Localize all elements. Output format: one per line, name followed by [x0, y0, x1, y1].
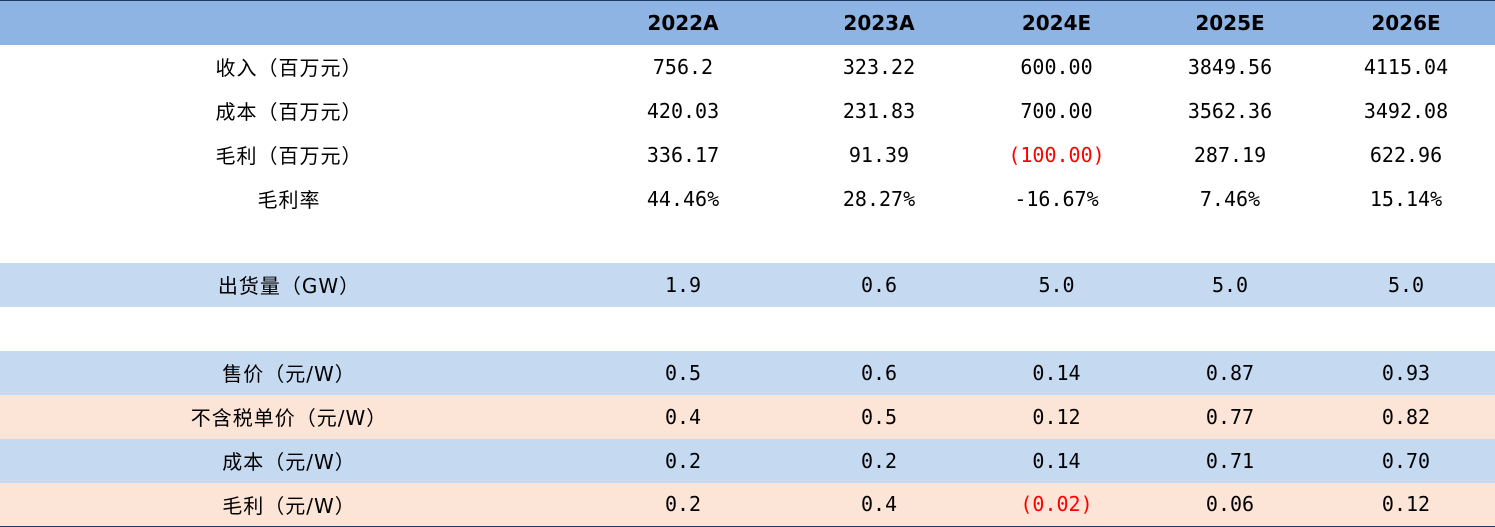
value-cell: 0.70: [1381, 448, 1431, 473]
value-cell: 5.0: [1387, 272, 1425, 297]
row-gross-margin: 毛利率 44.46% 28.27% -16.67% 7.46% 15.14%: [0, 176, 1495, 221]
value-cell: 28.27%: [842, 186, 916, 211]
value-cell: 323.22: [842, 54, 916, 79]
negative-value-cell: (0.02): [970, 482, 1143, 527]
value-cell: 0.14: [1032, 360, 1081, 385]
value-cell: 5.0: [1211, 272, 1249, 297]
value-cell: 287.19: [1193, 142, 1267, 167]
value-cell: 231.83: [842, 98, 916, 123]
value-cell: 1.9: [664, 272, 702, 297]
row-price-ex-tax: 不含税单价（元/W） 0.4 0.5 0.12 0.77 0.82: [0, 394, 1495, 439]
value-cell: 4115.04: [1363, 54, 1449, 79]
value-cell: 600.00: [1020, 54, 1093, 79]
value-cell: 15.14%: [1369, 186, 1443, 211]
value-cell: 0.77: [1205, 404, 1255, 429]
corner-cell: [0, 0, 578, 45]
value-cell: 420.03: [646, 98, 720, 123]
header-row: 2022A 2023A 2024E 2025E 2026E: [0, 0, 1495, 45]
value-cell: 0.93: [1381, 360, 1431, 385]
value-cell: 0.5: [664, 360, 702, 385]
value-cell: 622.96: [1369, 142, 1443, 167]
value-cell: 7.46%: [1199, 186, 1261, 211]
value-cell: -16.67%: [1014, 186, 1099, 211]
value-cell: 0.14: [1032, 448, 1081, 473]
value-cell: 0.87: [1205, 360, 1255, 385]
row-label: 成本（百万元）: [215, 100, 363, 124]
value-cell: 91.39: [848, 142, 910, 167]
value-cell: 0.6: [860, 272, 898, 297]
row-unit-cost: 成本（元/W） 0.2 0.2 0.14 0.71 0.70: [0, 438, 1495, 483]
value-cell: 0.2: [578, 482, 788, 527]
negative-value-cell: (100.00): [1008, 142, 1105, 167]
row-label: 成本（元/W）: [222, 450, 356, 474]
value-cell: 0.06: [1143, 482, 1317, 527]
year-header-2026e: 2026E: [1317, 0, 1495, 45]
row-cost: 成本（百万元） 420.03 231.83 700.00 3562.36 349…: [0, 88, 1495, 133]
row-label: 毛利（百万元）: [215, 144, 363, 168]
value-cell: 0.6: [860, 360, 898, 385]
spacer-row: [0, 306, 1495, 351]
row-label: 售价（元/W）: [222, 362, 356, 386]
value-cell: 756.2: [652, 54, 714, 79]
row-revenue: 收入（百万元） 756.2 323.22 600.00 3849.56 4115…: [0, 44, 1495, 89]
row-shipments: 出货量（GW） 1.9 0.6 5.0 5.0 5.0: [0, 262, 1495, 307]
value-cell: 3562.36: [1187, 98, 1273, 123]
value-cell: 0.4: [788, 482, 970, 527]
value-cell: 44.46%: [646, 186, 720, 211]
row-label: 不含税单价（元/W）: [190, 406, 388, 430]
value-cell: 5.0: [1038, 272, 1075, 297]
value-cell: 0.82: [1381, 404, 1431, 429]
value-cell: 3849.56: [1187, 54, 1273, 79]
year-header-2023a: 2023A: [788, 0, 970, 45]
value-cell: 0.71: [1205, 448, 1255, 473]
value-cell: 0.2: [664, 448, 702, 473]
year-header-2022a: 2022A: [578, 0, 788, 45]
row-label: 收入（百万元）: [215, 56, 363, 80]
spacer-row: [0, 220, 1495, 263]
year-header-2025e: 2025E: [1143, 0, 1317, 45]
value-cell: 0.5: [860, 404, 898, 429]
year-header-2024e: 2024E: [970, 0, 1143, 45]
value-cell: 0.12: [1032, 404, 1081, 429]
value-cell: 0.4: [664, 404, 702, 429]
value-cell: 0.12: [1317, 482, 1495, 527]
row-label: 毛利（元/W）: [0, 482, 578, 527]
row-selling-price: 售价（元/W） 0.5 0.6 0.14 0.87 0.93: [0, 350, 1495, 395]
row-gross-profit: 毛利（百万元） 336.17 91.39 (100.00) 287.19 622…: [0, 132, 1495, 177]
value-cell: 336.17: [646, 142, 720, 167]
value-cell: 3492.08: [1363, 98, 1449, 123]
row-label: 出货量（GW）: [217, 274, 361, 298]
row-label: 毛利率: [257, 188, 321, 212]
value-cell: 0.2: [860, 448, 898, 473]
value-cell: 700.00: [1020, 98, 1093, 123]
row-unit-gross-profit: 毛利（元/W） 0.2 0.4 (0.02) 0.06 0.12: [0, 482, 1495, 527]
